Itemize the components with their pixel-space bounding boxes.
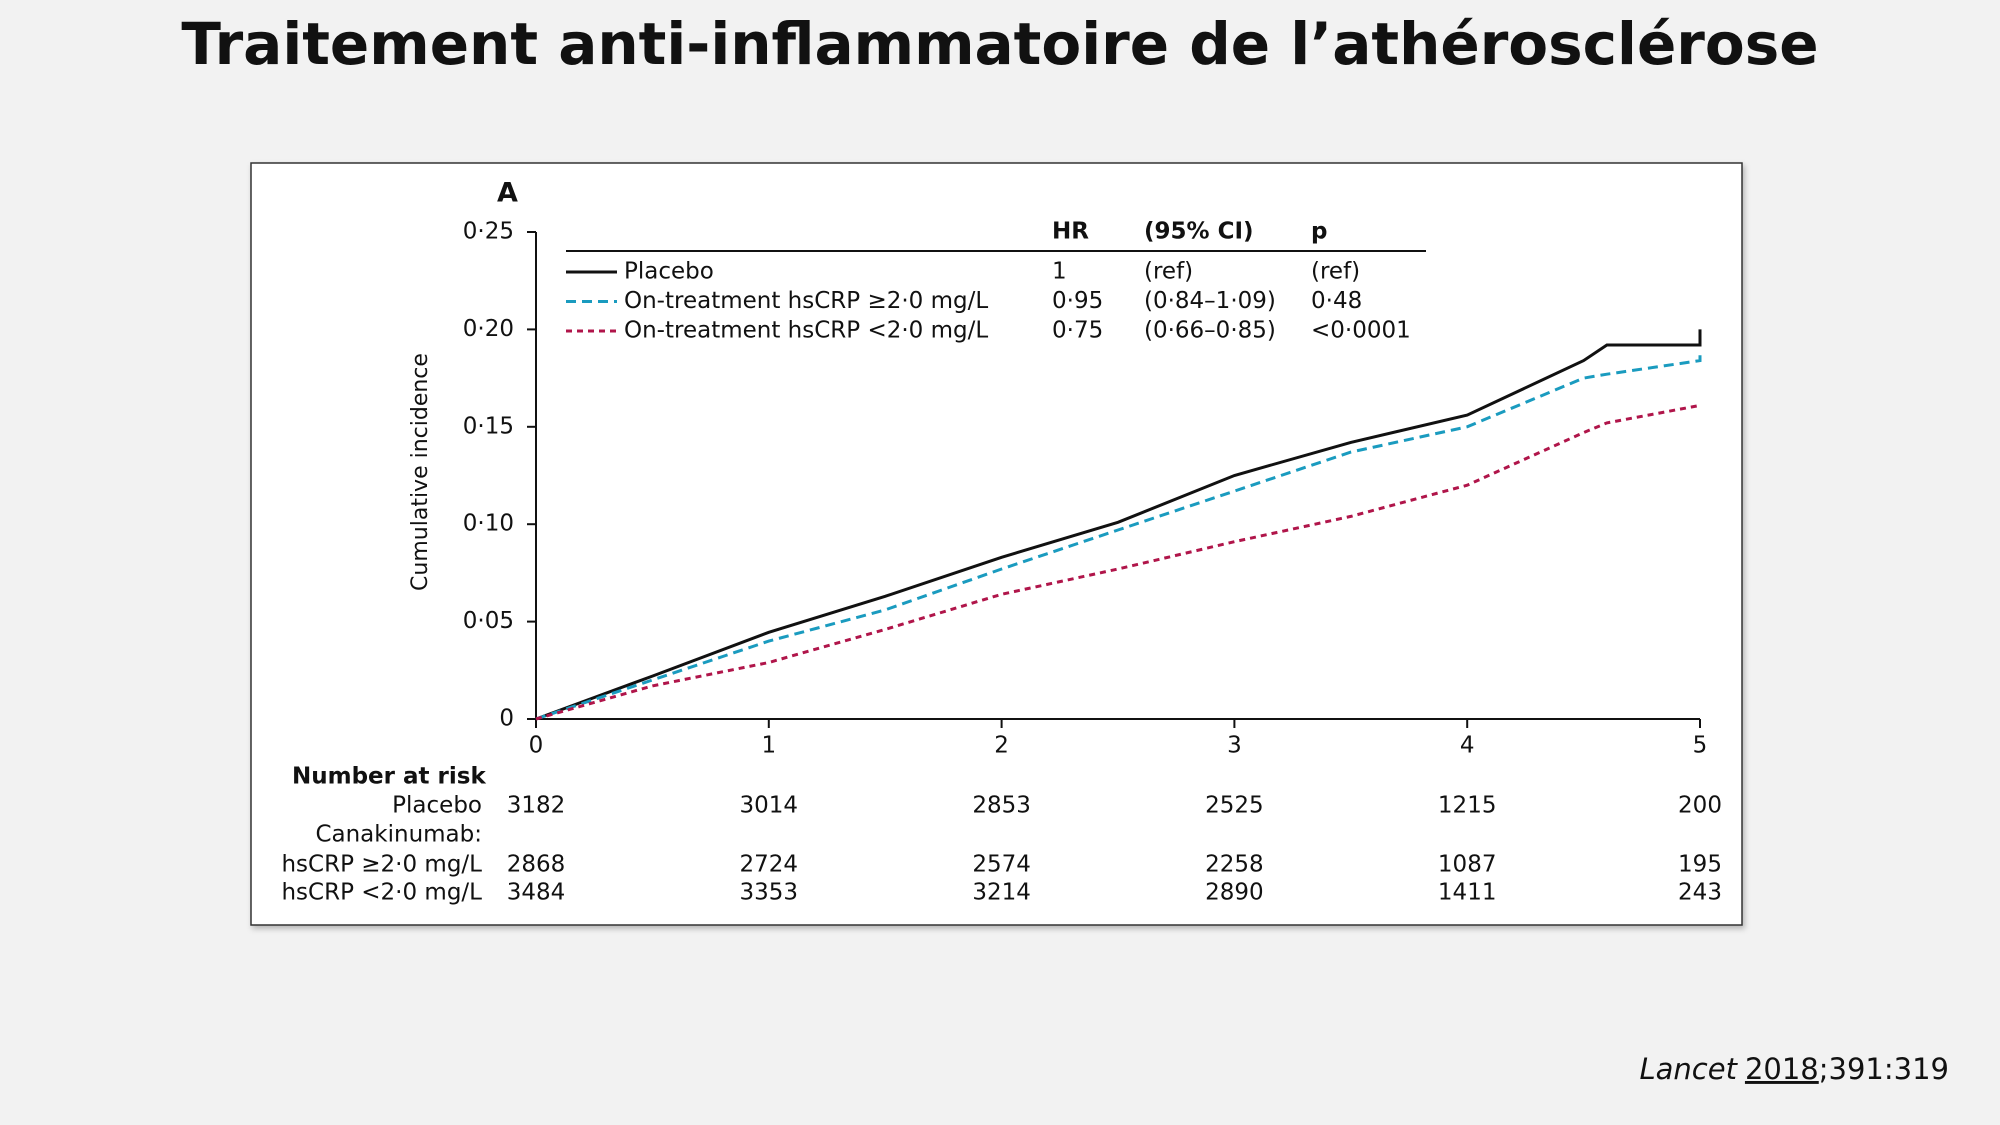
- y-tick-label: 0·05: [463, 608, 514, 634]
- risk-cell: 243: [1678, 880, 1722, 906]
- legend-cell: 1: [1052, 259, 1067, 285]
- legend-header: p: [1311, 219, 1327, 245]
- legend-header: HR: [1052, 219, 1089, 245]
- x-tick-label: 1: [761, 733, 776, 759]
- x-tick-label: 4: [1460, 733, 1475, 759]
- legend-cell: (ref): [1144, 259, 1193, 285]
- citation: Lancet 2018;391:319: [1639, 1052, 1949, 1086]
- legend-cell: (0·84–1·09): [1144, 288, 1276, 314]
- risk-cell: 2525: [1205, 793, 1264, 819]
- y-axis-label: Cumulative incidence: [408, 353, 433, 591]
- legend-cell: (ref): [1311, 259, 1360, 285]
- risk-title: Number at risk: [292, 764, 486, 790]
- risk-cell: 2258: [1205, 852, 1264, 878]
- y-tick-label: 0: [499, 706, 514, 732]
- y-tick-label: 0·10: [463, 511, 514, 537]
- y-tick-label: 0·20: [463, 316, 514, 342]
- citation-reference: ;391:319: [1819, 1052, 1949, 1086]
- chart-frame: [250, 162, 1743, 926]
- y-tick-label: 0·15: [463, 413, 514, 439]
- legend-cell: 0·48: [1311, 288, 1362, 314]
- risk-row-label: hsCRP <2·0 mg/L: [281, 880, 482, 906]
- risk-cell: 3484: [507, 880, 566, 906]
- risk-cell: 195: [1678, 852, 1722, 878]
- risk-cell: 2868: [507, 852, 566, 878]
- risk-cell: 2724: [740, 852, 799, 878]
- risk-row-label: hsCRP ≥2·0 mg/L: [281, 852, 482, 878]
- risk-cell: 3353: [740, 880, 799, 906]
- x-tick-label: 3: [1227, 733, 1242, 759]
- x-tick-label: 0: [529, 733, 544, 759]
- series-line: [535, 352, 1702, 721]
- y-tick-label: 0·25: [463, 219, 514, 245]
- risk-cell: 2574: [972, 852, 1031, 878]
- risk-group-label: Canakinumab:: [315, 822, 482, 848]
- series-line: [535, 329, 1702, 721]
- legend-label: On-treatment hsCRP ≥2·0 mg/L: [624, 288, 988, 314]
- risk-cell: 2890: [1205, 880, 1264, 906]
- citation-year: 2018: [1745, 1052, 1819, 1086]
- risk-cell: 2853: [972, 793, 1031, 819]
- legend-label: On-treatment hsCRP <2·0 mg/L: [624, 318, 988, 344]
- risk-cell: 200: [1678, 793, 1722, 819]
- slide-title: Traitement anti-inflammatoire de l’athér…: [181, 10, 1818, 78]
- legend-cell: 0·75: [1052, 318, 1103, 344]
- risk-cell: 3182: [507, 793, 566, 819]
- risk-cell: 3214: [972, 880, 1031, 906]
- risk-cell: 1411: [1438, 880, 1497, 906]
- chart: A Cumulative incidence 0 0·05 0·10 0·15 0·20…: [281, 178, 1721, 906]
- legend-cell: 0·95: [1052, 288, 1103, 314]
- x-tick-label: 5: [1693, 733, 1708, 759]
- x-tick-label: 2: [994, 733, 1009, 759]
- risk-cell: 3014: [740, 793, 799, 819]
- risk-cell: 1087: [1438, 852, 1497, 878]
- citation-journal: Lancet: [1639, 1052, 1738, 1086]
- legend-header: (95% CI): [1144, 219, 1254, 245]
- legend-cell: <0·0001: [1311, 318, 1411, 344]
- risk-row-label: Placebo: [392, 793, 482, 819]
- legend-cell: (0·66–0·85): [1144, 318, 1276, 344]
- panel-label: A: [497, 178, 518, 209]
- risk-cell: 1215: [1438, 793, 1497, 819]
- legend-label: Placebo: [624, 259, 714, 285]
- series-line: [535, 403, 1701, 721]
